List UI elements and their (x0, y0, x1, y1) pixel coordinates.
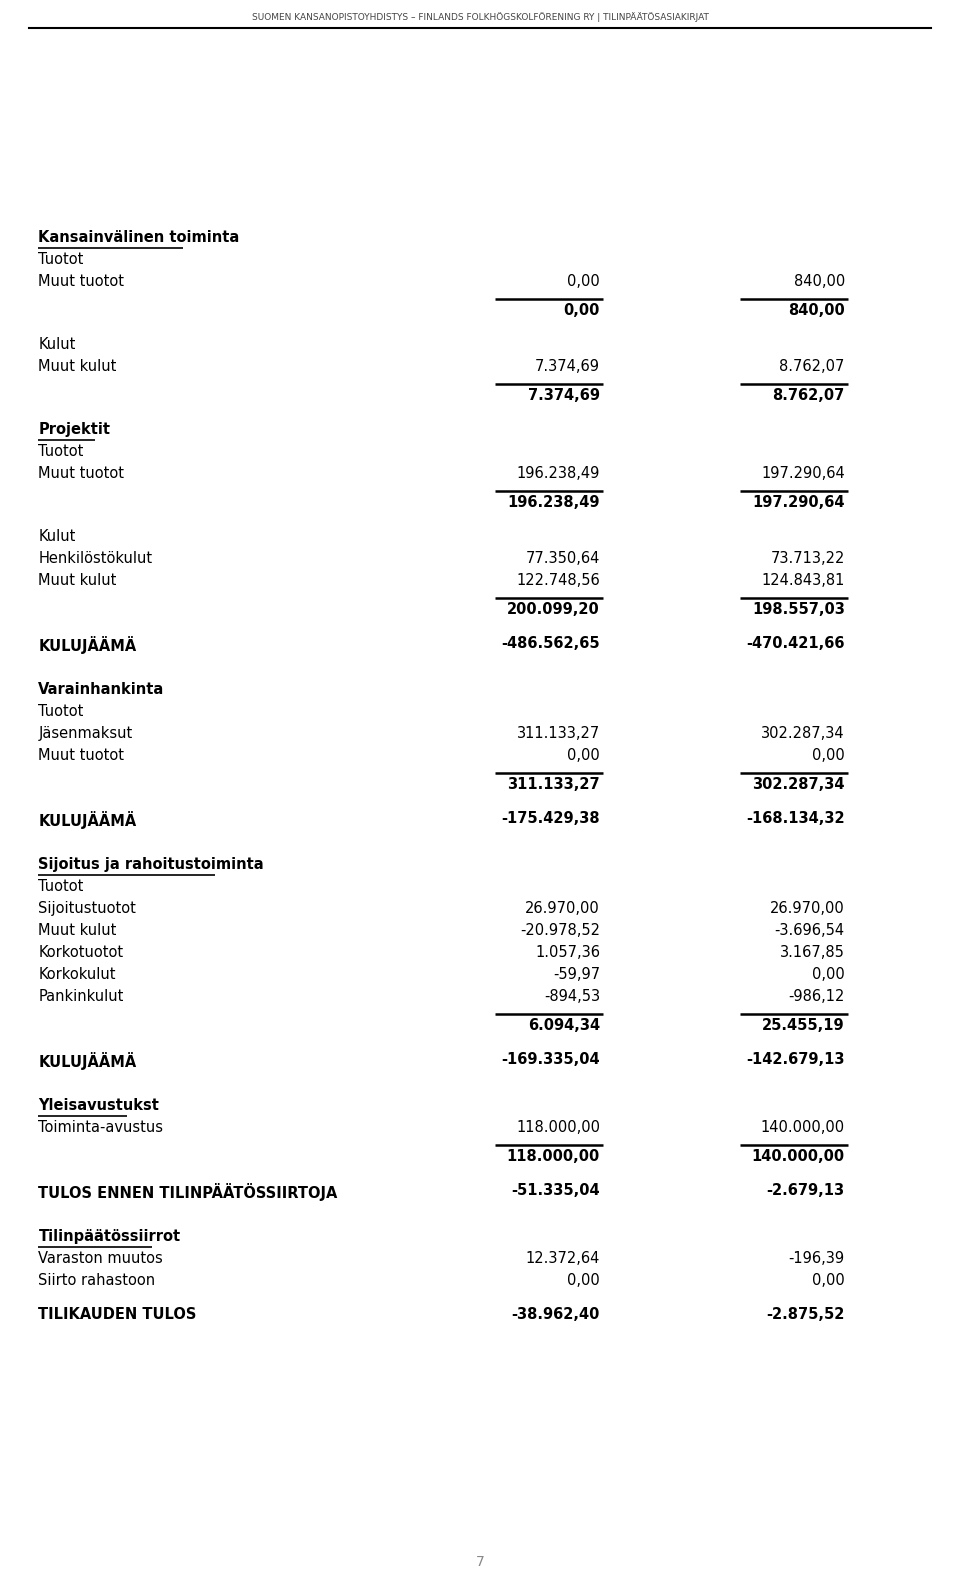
Text: 118.000,00: 118.000,00 (507, 1150, 600, 1164)
Text: Kansainvälinen toiminta: Kansainvälinen toiminta (38, 231, 240, 245)
Text: 124.843,81: 124.843,81 (761, 573, 845, 587)
Text: -51.335,04: -51.335,04 (512, 1183, 600, 1198)
Text: Sijoitus ja rahoitustoiminta: Sijoitus ja rahoitustoiminta (38, 857, 264, 872)
Text: Jäsenmaksut: Jäsenmaksut (38, 726, 132, 741)
Text: -20.978,52: -20.978,52 (520, 924, 600, 938)
Text: Tuotot: Tuotot (38, 253, 84, 267)
Text: -894,53: -894,53 (544, 988, 600, 1004)
Text: -38.962,40: -38.962,40 (512, 1307, 600, 1322)
Text: 196.238,49: 196.238,49 (516, 466, 600, 482)
Text: Korkokulut: Korkokulut (38, 966, 116, 982)
Text: 0,00: 0,00 (812, 1273, 845, 1288)
Text: Tuotot: Tuotot (38, 444, 84, 459)
Text: 7.374,69: 7.374,69 (528, 388, 600, 403)
Text: 6.094,34: 6.094,34 (528, 1018, 600, 1033)
Text: 311.133,27: 311.133,27 (516, 726, 600, 741)
Text: 0,00: 0,00 (812, 748, 845, 763)
Text: 0,00: 0,00 (564, 303, 600, 317)
Text: 118.000,00: 118.000,00 (516, 1120, 600, 1135)
Text: 73.713,22: 73.713,22 (771, 551, 845, 565)
Text: Tuotot: Tuotot (38, 880, 84, 894)
Text: -59,97: -59,97 (553, 966, 600, 982)
Text: 200.099,20: 200.099,20 (507, 602, 600, 617)
Text: 12.372,64: 12.372,64 (526, 1251, 600, 1266)
Text: Muut kulut: Muut kulut (38, 358, 117, 374)
Text: 140.000,00: 140.000,00 (752, 1150, 845, 1164)
Text: Sijoitustuotot: Sijoitustuotot (38, 902, 136, 916)
Text: 26.970,00: 26.970,00 (770, 902, 845, 916)
Text: 122.748,56: 122.748,56 (516, 573, 600, 587)
Text: Muut tuotot: Muut tuotot (38, 748, 125, 763)
Text: -168.134,32: -168.134,32 (746, 812, 845, 826)
Text: Kulut: Kulut (38, 336, 76, 352)
Text: 302.287,34: 302.287,34 (761, 726, 845, 741)
Text: -196,39: -196,39 (789, 1251, 845, 1266)
Text: 8.762,07: 8.762,07 (780, 358, 845, 374)
Text: 8.762,07: 8.762,07 (773, 388, 845, 403)
Text: TILIKAUDEN TULOS: TILIKAUDEN TULOS (38, 1307, 197, 1322)
Text: Henkilöstökulut: Henkilöstökulut (38, 551, 153, 565)
Text: -470.421,66: -470.421,66 (746, 636, 845, 651)
Text: Varainhankinta: Varainhankinta (38, 682, 165, 696)
Text: Siirto rahastoon: Siirto rahastoon (38, 1273, 156, 1288)
Text: Korkotuotot: Korkotuotot (38, 944, 124, 960)
Text: 0,00: 0,00 (812, 966, 845, 982)
Text: Muut kulut: Muut kulut (38, 573, 117, 587)
Text: -175.429,38: -175.429,38 (501, 812, 600, 826)
Text: Muut tuotot: Muut tuotot (38, 466, 125, 482)
Text: Tilinpäätössiirrot: Tilinpäätössiirrot (38, 1228, 180, 1244)
Text: -142.679,13: -142.679,13 (746, 1052, 845, 1067)
Text: KULUJÄÄMÄ: KULUJÄÄMÄ (38, 636, 136, 654)
Text: -486.562,65: -486.562,65 (501, 636, 600, 651)
Text: 1.057,36: 1.057,36 (535, 944, 600, 960)
Text: Varaston muutos: Varaston muutos (38, 1251, 163, 1266)
Text: -986,12: -986,12 (788, 988, 845, 1004)
Text: 77.350,64: 77.350,64 (526, 551, 600, 565)
Text: SUOMEN KANSANOPISTOYHDISTYS – FINLANDS FOLKHÖGSKOLFÖRENING RY | TILINPÄÄTÖSASIAK: SUOMEN KANSANOPISTOYHDISTYS – FINLANDS F… (252, 13, 708, 22)
Text: -3.696,54: -3.696,54 (775, 924, 845, 938)
Text: 26.970,00: 26.970,00 (525, 902, 600, 916)
Text: KULUJÄÄMÄ: KULUJÄÄMÄ (38, 812, 136, 829)
Text: -169.335,04: -169.335,04 (501, 1052, 600, 1067)
Text: 25.455,19: 25.455,19 (762, 1018, 845, 1033)
Text: 311.133,27: 311.133,27 (508, 777, 600, 793)
Text: Projektit: Projektit (38, 422, 110, 437)
Text: 0,00: 0,00 (567, 1273, 600, 1288)
Text: Muut kulut: Muut kulut (38, 924, 117, 938)
Text: 0,00: 0,00 (567, 748, 600, 763)
Text: 3.167,85: 3.167,85 (780, 944, 845, 960)
Text: 140.000,00: 140.000,00 (760, 1120, 845, 1135)
Text: 302.287,34: 302.287,34 (753, 777, 845, 793)
Text: Pankinkulut: Pankinkulut (38, 988, 124, 1004)
Text: Muut tuotot: Muut tuotot (38, 275, 125, 289)
Text: 7.374,69: 7.374,69 (535, 358, 600, 374)
Text: KULUJÄÄMÄ: KULUJÄÄMÄ (38, 1052, 136, 1071)
Text: 197.290,64: 197.290,64 (761, 466, 845, 482)
Text: 196.238,49: 196.238,49 (508, 494, 600, 510)
Text: -2.875,52: -2.875,52 (766, 1307, 845, 1322)
Text: 0,00: 0,00 (567, 275, 600, 289)
Text: 7: 7 (475, 1555, 485, 1570)
Text: 840,00: 840,00 (794, 275, 845, 289)
Text: TULOS ENNEN TILINPÄÄTÖSSIIRTOJA: TULOS ENNEN TILINPÄÄTÖSSIIRTOJA (38, 1183, 338, 1202)
Text: 197.290,64: 197.290,64 (753, 494, 845, 510)
Text: Kulut: Kulut (38, 529, 76, 545)
Text: Tuotot: Tuotot (38, 704, 84, 718)
Text: Yleisavustukst: Yleisavustukst (38, 1097, 159, 1113)
Text: Toiminta-avustus: Toiminta-avustus (38, 1120, 163, 1135)
Text: -2.679,13: -2.679,13 (767, 1183, 845, 1198)
Text: 840,00: 840,00 (788, 303, 845, 317)
Text: 198.557,03: 198.557,03 (752, 602, 845, 617)
